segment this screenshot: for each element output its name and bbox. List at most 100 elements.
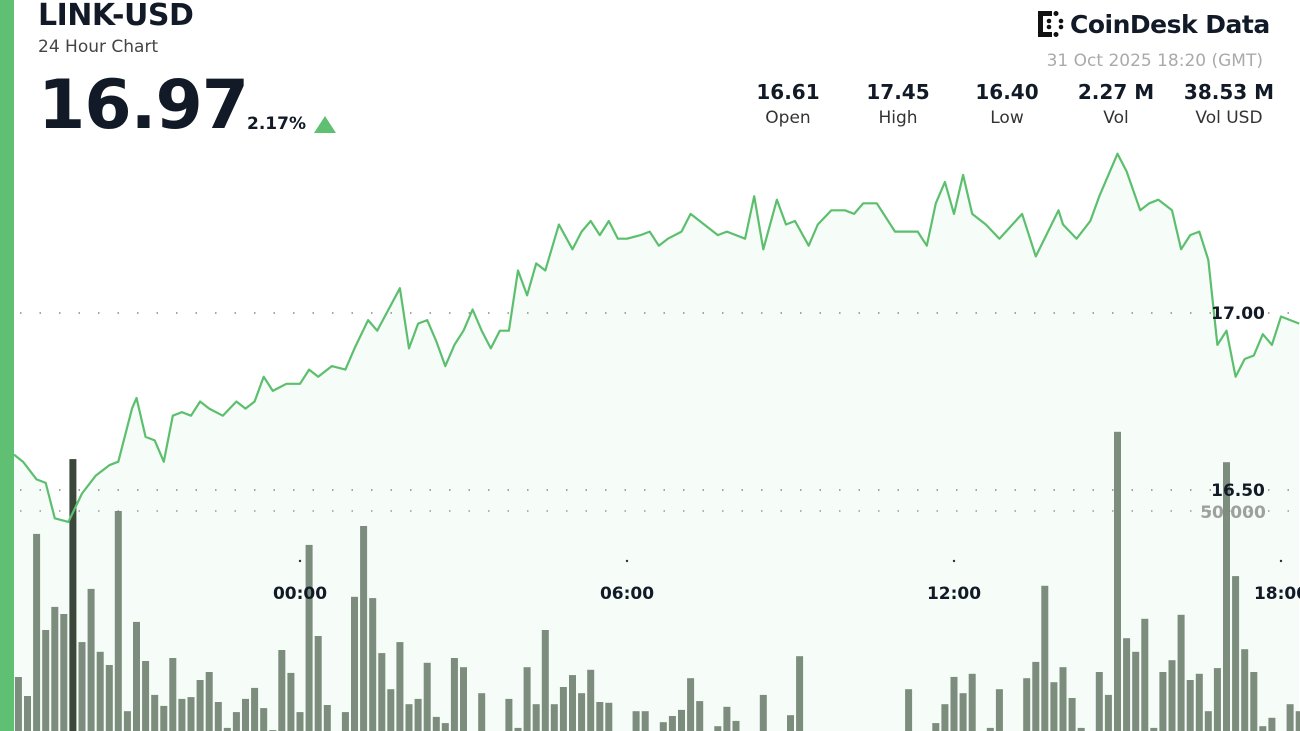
volume-bar <box>105 665 113 731</box>
volume-bar <box>523 667 531 731</box>
volume-bar <box>1195 673 1203 731</box>
volume-bar <box>959 693 967 731</box>
volume-bar <box>1295 711 1300 731</box>
stat-open: 16.61 Open <box>756 80 820 128</box>
volume-bar <box>96 651 104 731</box>
volume-bar <box>1268 717 1276 731</box>
volume-bar <box>1168 660 1176 731</box>
volume-bar <box>696 701 704 731</box>
volume-bar <box>569 675 576 731</box>
volume-bar <box>514 727 522 731</box>
volume-bar <box>114 511 122 731</box>
volume-tick-label: 50,000 <box>1200 503 1266 523</box>
volume-bar <box>986 727 994 731</box>
x-tick-label: 12:00 <box>927 584 981 604</box>
volume-bar <box>278 650 286 731</box>
volume-bar <box>759 694 767 731</box>
volume-bar <box>1059 667 1067 731</box>
volume-bar <box>1204 711 1212 731</box>
volume-bar <box>578 693 586 731</box>
stat-vol: 2.27 M Vol <box>1077 80 1155 128</box>
x-tick-label: 00:00 <box>273 584 327 604</box>
volume-bar <box>450 658 458 731</box>
volume-bar <box>1123 638 1131 731</box>
stat-low: 16.40 Low <box>975 80 1039 128</box>
x-tick-mark <box>298 559 302 563</box>
volume-bar <box>478 693 486 731</box>
price-tick-label: 16.50 <box>1211 481 1265 501</box>
volume-bar <box>387 689 395 731</box>
volume-bar <box>1104 694 1112 731</box>
volume-bar <box>314 636 322 731</box>
volume-bar <box>69 459 77 731</box>
current-price: 16.97 <box>38 66 249 145</box>
volume-bar <box>678 709 685 731</box>
x-tick-mark <box>952 559 956 563</box>
volume-bar <box>968 673 976 731</box>
volume-bar <box>251 687 259 731</box>
brand-logo: CoinDesk Data <box>1036 9 1270 39</box>
volume-bar <box>941 704 949 731</box>
volume-bar <box>369 598 377 731</box>
volume-bar <box>341 712 349 731</box>
volume-bar <box>232 712 240 731</box>
up-arrow-icon <box>314 116 336 133</box>
volume-bar <box>1177 614 1185 731</box>
volume-bar <box>714 726 722 731</box>
volume-bar <box>133 621 140 731</box>
volume-bar <box>287 672 295 731</box>
volume-bar <box>169 658 177 731</box>
volume-bar <box>1150 727 1158 731</box>
volume-bar <box>1250 672 1258 731</box>
volume-bar <box>360 526 368 731</box>
volume-bar <box>995 689 1003 731</box>
volume-bar <box>787 715 794 731</box>
volume-bar <box>1141 618 1149 731</box>
volume-bar <box>559 687 567 731</box>
volume-bar <box>796 656 804 731</box>
volume-bar <box>687 678 695 731</box>
volume-bar <box>1095 672 1103 731</box>
volume-bar <box>423 662 431 731</box>
volume-bar <box>550 704 558 731</box>
volume-bar <box>60 614 68 731</box>
volume-bar <box>33 533 41 731</box>
x-tick-mark <box>1279 559 1283 563</box>
volume-bar <box>151 694 159 731</box>
volume-bar <box>432 716 440 731</box>
volume-bar <box>668 716 676 731</box>
volume-bar <box>1077 727 1085 731</box>
volume-bar <box>596 702 604 731</box>
stat-vol-usd: 38.53 M Vol USD <box>1183 80 1275 128</box>
volume-bar <box>1223 462 1230 731</box>
volume-bar <box>441 723 449 731</box>
volume-bar <box>723 706 731 731</box>
volume-bar <box>641 711 649 731</box>
chart-subtitle: 24 Hour Chart <box>38 37 159 57</box>
price-area <box>14 153 1300 731</box>
volume-bar <box>1132 651 1140 731</box>
x-tick-mark <box>625 559 629 563</box>
pair-title: LINK-USD <box>38 0 194 33</box>
volume-bar <box>14 677 22 731</box>
volume-bar <box>405 704 413 731</box>
volume-bar <box>78 642 86 731</box>
volume-bar <box>42 630 50 731</box>
volume-bar <box>223 727 231 731</box>
volume-bar <box>1032 661 1040 731</box>
volume-bar <box>214 702 222 731</box>
coindesk-logo-icon <box>1038 11 1064 37</box>
volume-bar <box>905 689 913 731</box>
volume-bar <box>396 642 404 731</box>
volume-bar <box>187 697 195 731</box>
volume-bar <box>296 712 304 731</box>
volume-bar <box>1159 672 1167 731</box>
volume-bar <box>1241 649 1249 731</box>
volume-bar <box>932 723 940 731</box>
volume-bar <box>160 705 168 731</box>
volume-bar <box>587 669 595 731</box>
volume-bar <box>323 705 331 731</box>
price-tick-label: 17.00 <box>1211 304 1265 324</box>
volume-bar <box>24 696 31 731</box>
